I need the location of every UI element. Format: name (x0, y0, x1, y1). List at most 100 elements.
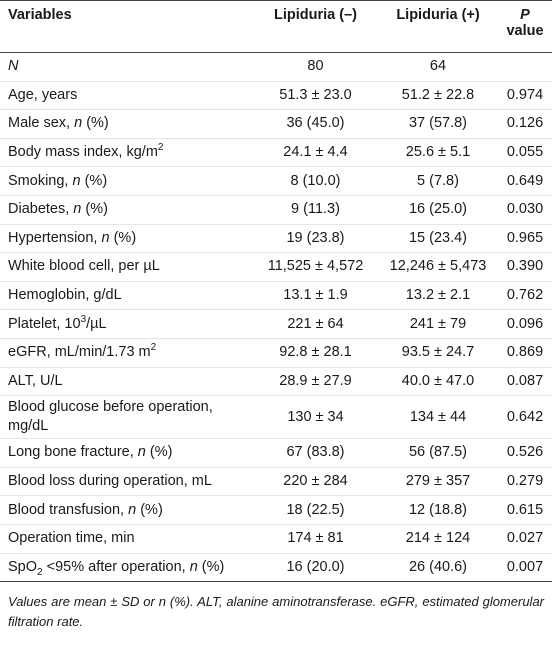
variable-cell: eGFR, mL/min/1.73 m2 (0, 338, 253, 368)
variable-cell: N (0, 52, 253, 82)
label-text: <95% after operation, (42, 558, 190, 575)
p-value-cell: 0.974 (498, 81, 552, 111)
p-value-cell: 0.126 (498, 109, 552, 139)
value-cell: 25.6 ± 5.1 (378, 138, 498, 168)
table-row: SpO2 <95% after operation, n (%) 16 (20.0… (0, 553, 552, 583)
label-text: Platelet, 10 (8, 315, 81, 332)
p-value-cell: 0.615 (498, 495, 552, 525)
header-cell: Variables (0, 0, 253, 53)
table-row: Blood loss during operation, mL 220 ± 284… (0, 467, 552, 497)
table-row: eGFR, mL/min/1.73 m2 92.8 ± 28.1 93.5 ± 24… (0, 338, 552, 368)
label-text: n (74, 115, 83, 132)
value-cell: 56 (87.5) (378, 438, 498, 468)
p-value-cell: 0.027 (498, 524, 552, 554)
variable-cell: Male sex, n (%) (0, 109, 253, 139)
value-cell: 16 (25.0) (378, 195, 498, 225)
p-value-cell: 0.279 (498, 467, 552, 497)
value-cell: 36 (45.0) (253, 109, 378, 139)
label-text: Operation time, min (8, 530, 135, 547)
value-cell: 241 ± 79 (378, 309, 498, 339)
value-cell: 11,525 ± 4,572 (253, 252, 378, 282)
variable-cell: SpO2 <95% after operation, n (%) (0, 553, 253, 583)
value-cell: 8 (10.0) (253, 166, 378, 196)
variable-cell: Smoking, n (%) (0, 166, 253, 196)
label-text: Body mass index, kg/m (8, 144, 158, 161)
p-value-cell: 0.087 (498, 367, 552, 397)
table-row: Operation time, min 174 ± 81 214 ± 124 0.02… (0, 524, 552, 554)
table-row: Platelet, 103/µL 221 ± 64 241 ± 79 0.096 (0, 309, 552, 339)
p-value-cell: 0.007 (498, 553, 552, 583)
table-row: Smoking, n (%) 8 (10.0) 5 (7.8) 0.649 (0, 166, 552, 196)
label-text: 2 (150, 342, 157, 354)
variable-cell: Blood loss during operation, mL (0, 467, 253, 497)
label-text: (%) (81, 201, 108, 218)
value-cell: 15 (23.4) (378, 224, 498, 254)
value-cell: 16 (20.0) (253, 553, 378, 583)
value-cell: 5 (7.8) (378, 166, 498, 196)
p-value-cell: 0.762 (498, 281, 552, 311)
label-text: (%) (136, 501, 163, 518)
p-value-cell (498, 52, 552, 82)
label-text: Blood glucose before operation, mg/dL (8, 399, 213, 435)
label-text: Long bone fracture, (8, 444, 138, 461)
value-cell: 214 ± 124 (378, 524, 498, 554)
table-row: Body mass index, kg/m2 24.1 ± 4.4 25.6 ± 5… (0, 138, 552, 168)
table-row: Hypertension, n (%) 19 (23.8) 15 (23.4) 0.9… (0, 224, 552, 254)
label-text: White blood cell, per µL (8, 258, 160, 275)
p-value-cell: 0.055 (498, 138, 552, 168)
label-text: Male sex, (8, 115, 75, 132)
p-value-cell: 0.096 (498, 309, 552, 339)
label-text: n (137, 444, 146, 461)
value-cell: 40.0 ± 47.0 (378, 367, 498, 397)
p-value-cell: 0.030 (498, 195, 552, 225)
value-cell: 80 (253, 52, 378, 82)
table-row: Diabetes, n (%) 9 (11.3) 16 (25.0) 0.030 (0, 195, 552, 225)
label-text: /µL (86, 315, 107, 332)
label-text: n (73, 201, 82, 218)
label-text: n (101, 229, 110, 246)
label-text: Blood loss during operation, mL (8, 473, 212, 490)
table-row: N 80 64 (0, 52, 552, 82)
value-cell: 9 (11.3) (253, 195, 378, 225)
variable-cell: Platelet, 103/µL (0, 309, 253, 339)
label-text: SpO (8, 558, 38, 575)
label-text: Blood transfusion, (8, 501, 129, 518)
value-cell: 51.3 ± 23.0 (253, 81, 378, 111)
value-cell: 93.5 ± 24.7 (378, 338, 498, 368)
label-text: n (189, 558, 198, 575)
variable-cell: Hypertension, n (%) (0, 224, 253, 254)
table-row: White blood cell, per µL 11,525 ± 4,572 12… (0, 252, 552, 282)
variable-cell: Long bone fracture, n (%) (0, 438, 253, 468)
label-text: 2 (37, 566, 43, 578)
label-text: Hypertension, (8, 229, 102, 246)
value-cell: 12 (18.8) (378, 495, 498, 525)
value-cell: 12,246 ± 5,473 (378, 252, 498, 282)
table-body: N 80 64 Age, years 51.3 ± 23.0 51.2 ± 22.8 0.9… (0, 52, 552, 583)
variable-cell: Blood glucose before operation, mg/dL (0, 395, 253, 440)
header-cell: Lipiduria (+) (378, 0, 498, 53)
label-text: 3 (80, 313, 87, 325)
value-cell: 221 ± 64 (253, 309, 378, 339)
p-value-cell: 0.390 (498, 252, 552, 282)
variable-cell: White blood cell, per µL (0, 252, 253, 282)
value-cell: 18 (22.5) (253, 495, 378, 525)
label-text: (%) (145, 444, 173, 461)
label-text: 2 (157, 142, 164, 154)
label-text: (%) (82, 115, 109, 132)
value-cell: 13.1 ± 1.9 (253, 281, 378, 311)
value-cell: 134 ± 44 (378, 395, 498, 440)
variable-cell: Hemoglobin, g/dL (0, 281, 253, 311)
label-text: Smoking, (8, 172, 73, 189)
label-text: n (128, 501, 137, 518)
p-value-cell: 0.526 (498, 438, 552, 468)
label-text: (%) (197, 558, 225, 575)
table-row: Male sex, n (%) 36 (45.0) 37 (57.8) 0.126 (0, 109, 552, 139)
p-value-cell: 0.869 (498, 338, 552, 368)
table-row: Hemoglobin, g/dL 13.1 ± 1.9 13.2 ± 2.1 0.76… (0, 281, 552, 311)
label-text: eGFR, mL/min/1.73 m (8, 344, 151, 361)
value-cell: 220 ± 284 (253, 467, 378, 497)
